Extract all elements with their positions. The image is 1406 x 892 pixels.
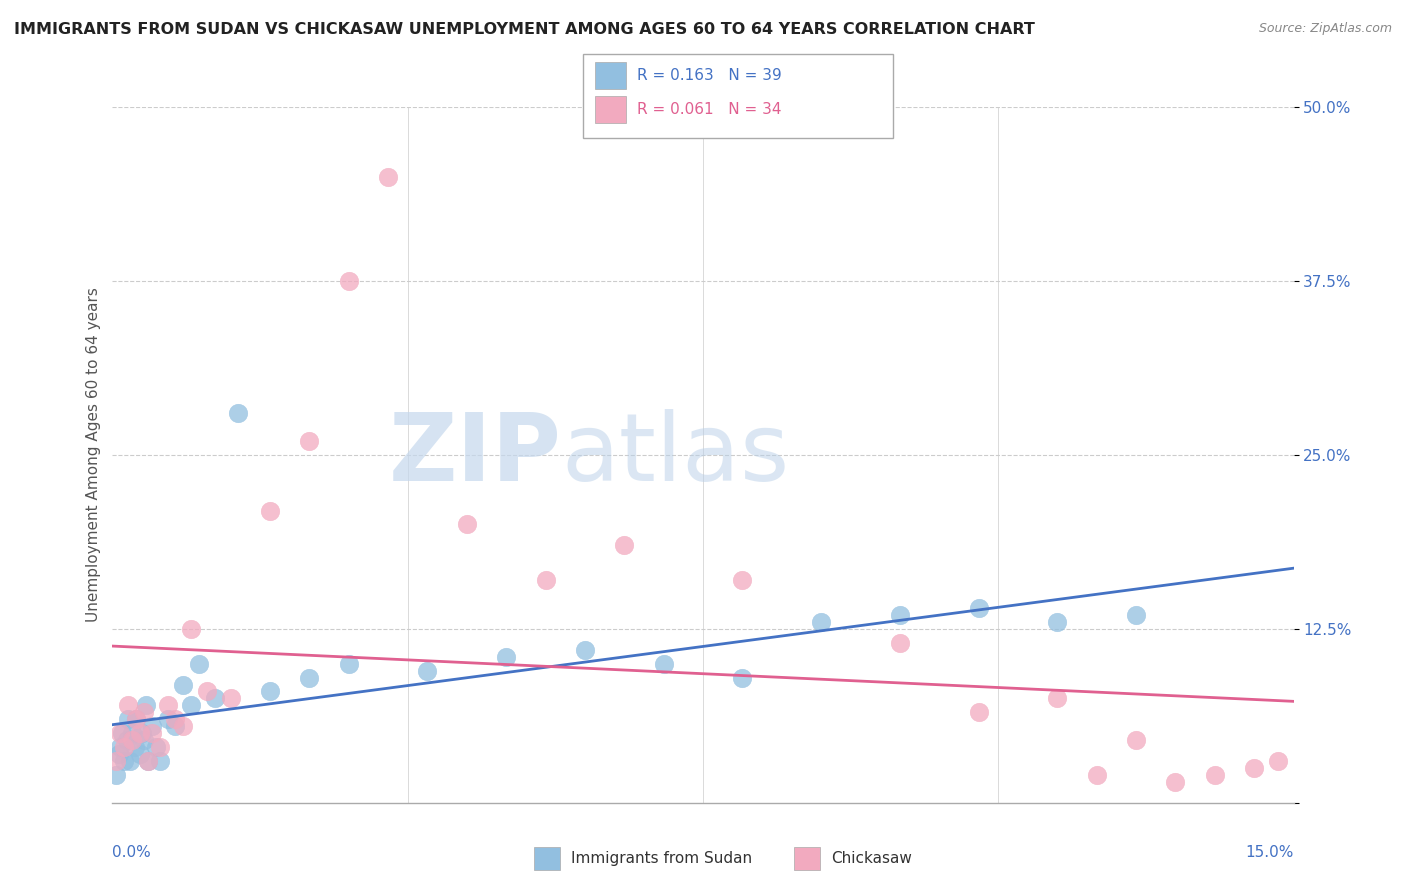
Text: Immigrants from Sudan: Immigrants from Sudan: [571, 851, 752, 866]
Point: [298, 671, 321, 685]
Point: [1125, 733, 1147, 747]
Point: [135, 698, 157, 713]
Point: [180, 698, 202, 713]
Point: [141, 719, 163, 733]
Point: [204, 691, 226, 706]
Point: [110, 726, 132, 740]
Point: [121, 726, 143, 740]
Point: [259, 503, 281, 517]
Point: [1046, 615, 1069, 629]
Point: [111, 726, 134, 740]
Point: [1204, 768, 1226, 782]
Point: [228, 406, 250, 420]
Point: [574, 642, 596, 657]
Point: [810, 615, 832, 629]
Point: [534, 573, 557, 587]
Point: [141, 726, 163, 740]
Text: 0.0%: 0.0%: [112, 845, 152, 860]
Point: [1046, 691, 1069, 706]
Point: [1243, 761, 1265, 775]
Point: [1125, 607, 1147, 622]
Point: [967, 706, 990, 720]
Point: [1267, 754, 1289, 768]
Y-axis label: Unemployment Among Ages 60 to 64 years: Unemployment Among Ages 60 to 64 years: [86, 287, 101, 623]
Point: [136, 754, 159, 768]
Point: [613, 538, 636, 552]
Point: [298, 434, 321, 448]
Point: [731, 573, 754, 587]
Point: [115, 733, 138, 747]
Text: R = 0.163   N = 39: R = 0.163 N = 39: [637, 69, 782, 83]
Point: [132, 733, 155, 747]
Point: [129, 747, 152, 761]
Point: [105, 754, 128, 768]
Point: [105, 768, 128, 782]
Point: [165, 719, 187, 733]
Point: [456, 517, 478, 532]
Point: [172, 677, 194, 691]
Point: [337, 274, 360, 288]
Point: [188, 657, 211, 671]
Text: 15.0%: 15.0%: [1246, 845, 1294, 860]
Point: [967, 601, 990, 615]
Point: [337, 657, 360, 671]
Point: [136, 754, 159, 768]
Point: [129, 726, 152, 740]
Point: [156, 712, 179, 726]
Text: R = 0.061   N = 34: R = 0.061 N = 34: [637, 103, 782, 117]
Text: ZIP: ZIP: [388, 409, 561, 501]
Point: [124, 740, 146, 755]
Point: [112, 740, 135, 755]
Point: [652, 657, 675, 671]
Point: [117, 712, 139, 726]
Text: IMMIGRANTS FROM SUDAN VS CHICKASAW UNEMPLOYMENT AMONG AGES 60 TO 64 YEARS CORREL: IMMIGRANTS FROM SUDAN VS CHICKASAW UNEMP…: [14, 22, 1035, 37]
Point: [172, 719, 194, 733]
Point: [118, 754, 141, 768]
Point: [889, 607, 911, 622]
Point: [149, 740, 172, 755]
Point: [117, 698, 139, 713]
Point: [1085, 768, 1108, 782]
Point: [149, 754, 172, 768]
Point: [112, 754, 135, 768]
Point: [495, 649, 517, 664]
Point: [259, 684, 281, 698]
Point: [110, 740, 132, 755]
Point: [731, 671, 754, 685]
Point: [377, 169, 399, 184]
Text: Chickasaw: Chickasaw: [831, 851, 912, 866]
Point: [132, 706, 155, 720]
Point: [195, 684, 218, 698]
Point: [416, 664, 439, 678]
Point: [107, 747, 129, 761]
Point: [180, 622, 202, 636]
Point: [121, 733, 143, 747]
Point: [131, 726, 153, 740]
Text: Source: ZipAtlas.com: Source: ZipAtlas.com: [1258, 22, 1392, 36]
Point: [156, 698, 179, 713]
Text: atlas: atlas: [561, 409, 790, 501]
Point: [889, 636, 911, 650]
Point: [125, 712, 148, 726]
Point: [219, 691, 242, 706]
Point: [165, 712, 187, 726]
Point: [145, 740, 167, 755]
Point: [1164, 775, 1187, 789]
Point: [125, 712, 148, 726]
